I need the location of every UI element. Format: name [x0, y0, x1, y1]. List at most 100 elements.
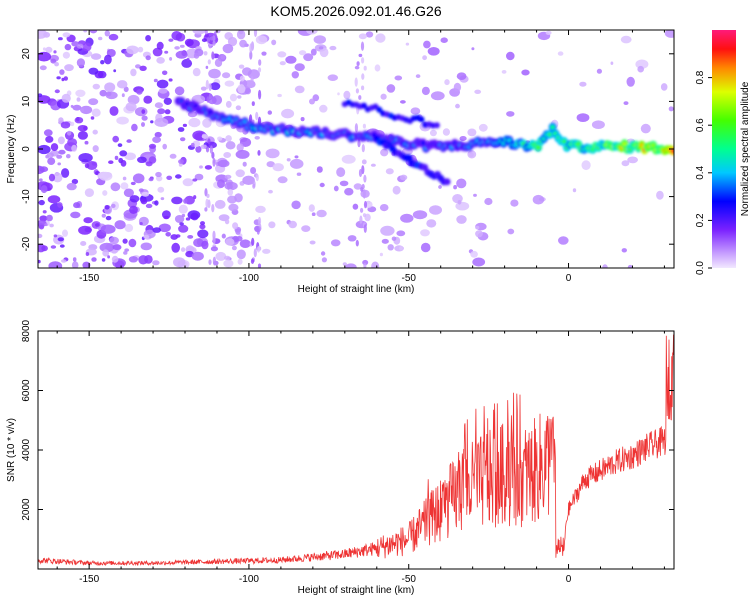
spectrogram-cell: [361, 57, 365, 64]
spectrogram-cell: [227, 188, 234, 196]
spectrogram-cell: [272, 163, 284, 172]
spectrogram-cell: [255, 174, 259, 182]
spectrogram-cell: [227, 36, 238, 47]
spectrogram-cell: [48, 173, 56, 182]
spectrogram-cell: [192, 178, 198, 182]
spectrogram-cell: [208, 93, 212, 100]
spectrogram-cell: [214, 199, 226, 209]
spectrogram-cell: [148, 177, 154, 182]
spectrogram-cells: [38, 30, 674, 268]
spectrogram-cell: [91, 53, 102, 60]
spectrogram-cell: [141, 109, 146, 114]
spectrogram-cell: [363, 263, 367, 268]
spectrogram-cell: [184, 38, 194, 47]
spectrogram-cell: [156, 79, 169, 89]
spectrogram-cell: [277, 176, 288, 184]
spectrogram-cell: [423, 40, 431, 49]
spectrogram-cell: [99, 89, 107, 97]
spectrogram-cell: [319, 47, 329, 58]
spectrogram-cell: [105, 215, 112, 221]
spectrogram-cell: [174, 215, 185, 223]
spectrogram-cell: [344, 187, 354, 196]
spectrogram-cell: [141, 122, 145, 127]
spectrogram-cell: [294, 155, 299, 159]
spectrogram-xtick-label: 0: [566, 273, 572, 284]
spectrogram-cell: [179, 222, 184, 226]
spectrogram-cell: [220, 54, 226, 60]
spectrogram-cell: [129, 195, 140, 203]
spectrogram-cell: [190, 142, 195, 148]
spectrogram-cell: [224, 174, 232, 179]
spectrogram-cell: [140, 198, 148, 205]
spectrogram-cell: [112, 244, 122, 251]
spectrogram-cell: [239, 75, 245, 82]
spectrogram-cell: [50, 58, 57, 64]
spectrogram-cell: [193, 238, 204, 248]
spectrogram-cell: [623, 101, 629, 105]
ridge-cell: [421, 163, 429, 171]
spectrogram-cell: [171, 196, 183, 205]
spectrogram-cell: [396, 230, 406, 237]
spectrogram-cell: [137, 156, 147, 163]
spectrogram-cell: [154, 200, 159, 206]
spectrogram-cell: [380, 148, 389, 157]
spectrogram-cell: [145, 55, 151, 61]
spectrogram-cell: [109, 236, 119, 244]
spectrogram-cell: [178, 204, 188, 214]
spectrogram-cell: [119, 150, 128, 157]
spectrogram-cell: [391, 236, 397, 241]
spectrogram-cell: [132, 173, 145, 184]
spectrogram-cell: [137, 46, 144, 53]
spectrogram-cell: [169, 57, 173, 61]
spectrogram-cell: [205, 79, 209, 90]
spectrogram-cell: [242, 161, 247, 167]
spectrogram-cell: [205, 65, 209, 69]
spectrogram-cell: [38, 243, 46, 253]
spectrogram-xtick-label: -150: [79, 273, 99, 284]
spectrogram-cell: [210, 82, 221, 91]
spectrogram-cell: [76, 97, 81, 102]
spectrogram-cell: [200, 221, 205, 226]
spectrogram-cell: [581, 160, 591, 171]
spectrogram-cell: [410, 107, 421, 115]
spectrogram-cell: [70, 211, 81, 219]
spectrogram-cell: [135, 64, 141, 69]
spectrogram-cell: [47, 195, 61, 204]
spectrogram-cell: [178, 224, 189, 233]
snr-panel: -150 -100 -50 0 2000 4000 6000 8000 Height of s…: [6, 319, 675, 596]
snr-ytick-label: 2000: [21, 498, 32, 521]
spectrogram-cell: [255, 205, 266, 213]
spectrogram-cell: [117, 143, 123, 148]
spectrogram-cell: [362, 213, 367, 218]
spectrogram-cell: [360, 41, 365, 51]
spectrogram-cell: [107, 255, 110, 259]
spectrogram-cell: [557, 51, 564, 56]
spectrogram-cell: [39, 215, 48, 222]
spectrogram-cell: [145, 35, 152, 42]
spectrogram-cell: [191, 251, 204, 261]
spectrogram-cell: [206, 193, 210, 198]
spectrogram-cell: [57, 237, 64, 242]
snr-ytick-label: 8000: [21, 319, 32, 342]
spectrogram-cell: [236, 249, 246, 260]
spectrogram-cell: [285, 55, 297, 64]
spectrogram-cell: [188, 117, 201, 128]
spectrogram-cell: [54, 61, 59, 67]
spectrogram-cell: [57, 136, 65, 145]
spectrogram-cell: [362, 123, 366, 129]
spectrogram-cell: [362, 189, 366, 199]
spectrogram-cell: [187, 235, 194, 239]
snr-xtick-label: -100: [239, 574, 259, 585]
spectrogram-cell: [173, 257, 186, 268]
spectrogram-cell: [91, 108, 101, 117]
spectrogram-cell: [63, 76, 68, 81]
ridge-cell: [361, 102, 367, 109]
spectrogram-cell: [313, 35, 326, 44]
ridge-cell: [420, 140, 426, 146]
spectrogram-cell: [165, 232, 171, 237]
spectrogram-cell: [399, 174, 408, 181]
spectrogram-cell: [80, 241, 87, 246]
spectrogram-cell: [45, 135, 54, 143]
